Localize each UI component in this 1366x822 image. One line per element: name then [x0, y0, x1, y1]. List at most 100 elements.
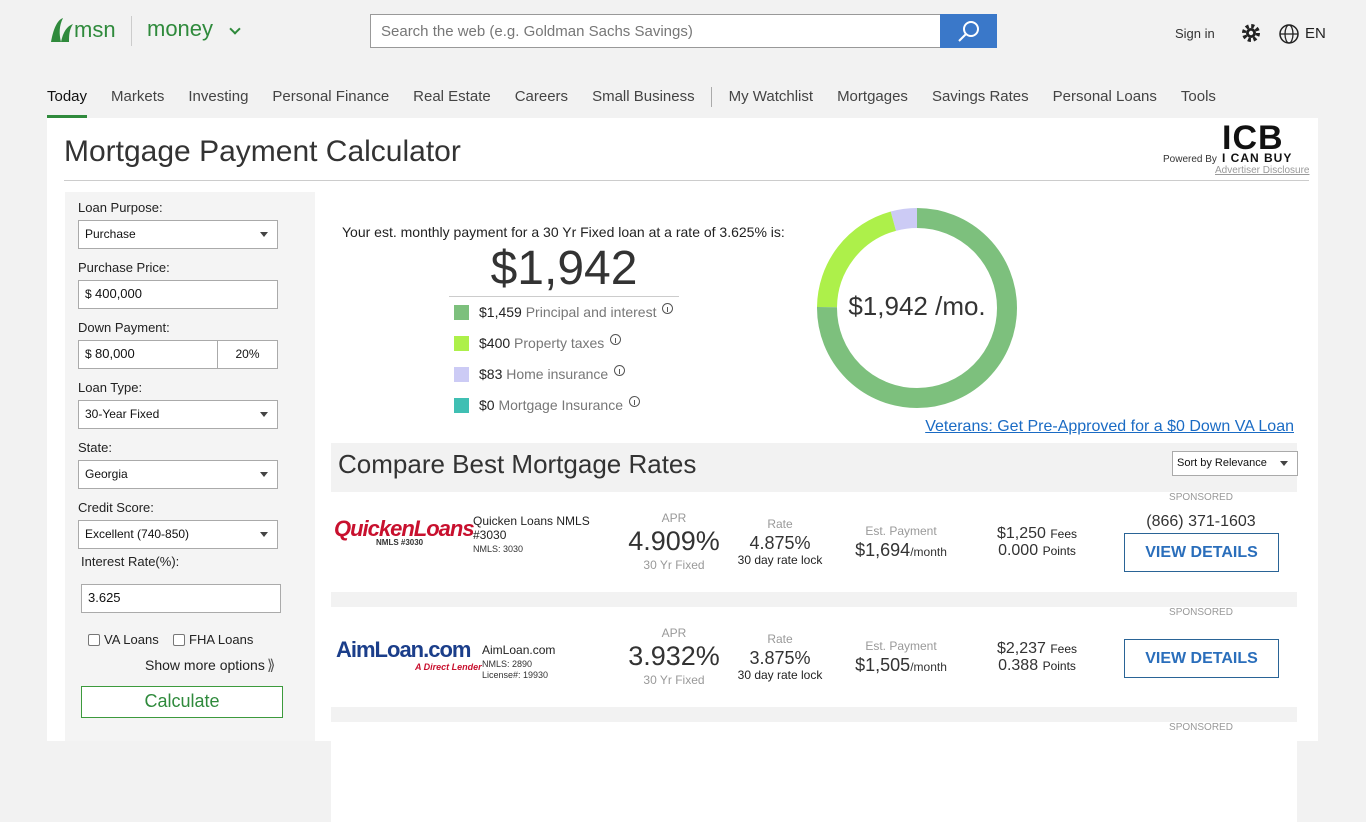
settings-icon[interactable] — [1240, 22, 1262, 49]
breakdown-row: $83 Home insurance — [479, 366, 608, 382]
sponsored-tag: SPONSORED — [1169, 722, 1233, 733]
view-details-button[interactable]: VIEW DETAILS — [1124, 533, 1279, 572]
nav-item[interactable]: Real Estate — [413, 88, 491, 105]
nav-item[interactable]: Today — [47, 87, 88, 118]
checkbox[interactable] — [173, 634, 185, 646]
lender-logo: QuickenLoans — [334, 516, 475, 541]
disclosure-link[interactable]: Advertiser Disclosure — [1215, 165, 1310, 176]
nav-item[interactable]: Careers — [514, 88, 569, 105]
payment-label: Est. Payment — [865, 639, 937, 653]
divider — [131, 16, 132, 46]
language[interactable]: EN — [1305, 25, 1326, 42]
text-input[interactable]: $400,000 — [78, 280, 278, 309]
search-box[interactable]: Search the web (e.g. Goldman Sachs Savin… — [370, 14, 941, 48]
points-row: 0.000 Points — [957, 542, 1117, 560]
nav-item[interactable]: Small Business — [592, 88, 695, 105]
nav-item[interactable]: My Watchlist — [728, 88, 814, 105]
nav-item[interactable]: Investing — [188, 88, 249, 105]
nav-item[interactable]: Mortgages — [837, 88, 908, 105]
breakdown-amount: $1,459 — [479, 304, 522, 320]
fees-row: $1,250 Fees — [957, 525, 1117, 543]
select-box[interactable]: Excellent (740-850) — [78, 520, 278, 549]
sign-in[interactable]: Sign in — [1175, 26, 1215, 41]
donut-label: $1,942 /mo. — [848, 291, 985, 321]
nav-item[interactable]: Markets — [111, 88, 165, 105]
breakdown-amount: $83 — [479, 366, 503, 382]
nav-bar: Today Markets Investing Personal Finance Rea… — [47, 87, 1216, 118]
legend-swatch — [454, 398, 469, 413]
nav-item[interactable]: Tools — [1180, 88, 1216, 105]
checkbox-label[interactable]: VA Loans — [104, 632, 159, 647]
compare-title: Compare Best Mortgage Rates — [338, 449, 697, 479]
field-value: Georgia — [85, 467, 128, 481]
rate-value: 3.875% — [749, 648, 811, 668]
checkbox-label[interactable]: FHA Loans — [189, 632, 254, 647]
lender-name: Quicken Loans NMLS #3030 — [473, 514, 590, 542]
offer-card: SPONSORED QuickenLoans NMLS #3030 Quicken L… — [331, 492, 1297, 592]
rate-value: 4.875% — [749, 533, 811, 553]
field-label: State: — [78, 440, 112, 455]
rate-label: Rate — [767, 517, 793, 531]
section-dropdown[interactable] — [229, 23, 241, 35]
apr-term: 30 Yr Fixed — [643, 673, 705, 687]
lender-detail: License#: 19930 — [482, 670, 549, 680]
field-value: Purchase — [85, 227, 136, 241]
info-icon[interactable] — [662, 303, 673, 314]
checkbox[interactable] — [88, 634, 100, 646]
points-row: 0.388 Points — [957, 657, 1117, 675]
field-value: 400,000 — [95, 286, 142, 301]
globe-icon[interactable] — [1278, 23, 1300, 50]
phone: (866) 371-1603 — [1146, 513, 1256, 530]
text-input[interactable]: $80,000 — [78, 340, 218, 369]
search-button[interactable] — [940, 14, 997, 48]
breakdown-row: $0 Mortgage Insurance — [479, 397, 623, 413]
select-box[interactable]: Purchase — [78, 220, 278, 249]
field-label: Credit Score: — [78, 500, 154, 515]
payment-value: $1,505 — [855, 655, 911, 675]
fees-value: $1,250 — [996, 525, 1046, 542]
apr-value: 3.932% — [628, 641, 720, 671]
sponsored-tag: SPONSORED — [1169, 492, 1233, 503]
legend-swatch — [454, 367, 469, 382]
legend-swatch — [454, 336, 469, 351]
nav-item[interactable]: Personal Finance — [272, 88, 390, 105]
lender-logo-sub: NMLS #3030 — [376, 538, 424, 547]
sort-value: Sort by Relevance — [1177, 457, 1267, 469]
va-link[interactable]: Veterans: Get Pre-Approved for a $0 Down… — [925, 418, 1294, 435]
points-label: Points — [1042, 659, 1076, 673]
field-label: Loan Type: — [78, 380, 143, 395]
msn-logo-icon — [47, 14, 77, 46]
sort-select[interactable]: Sort by Relevance — [1172, 451, 1298, 476]
breakdown-row: $1,459 Principal and interest — [479, 304, 656, 320]
points-value: 0.388 — [998, 657, 1039, 674]
calculate-button[interactable]: Calculate — [81, 686, 283, 718]
powered-by: Powered By — [1163, 154, 1217, 165]
info-icon[interactable] — [614, 365, 625, 376]
breakdown-amount: $400 — [479, 335, 511, 351]
select-box[interactable]: 30-Year Fixed — [78, 400, 278, 429]
points-value: 0.000 — [998, 542, 1039, 559]
lender-logo-sub: A Direct Lender — [415, 662, 482, 672]
percent-input[interactable]: 20% — [217, 340, 278, 369]
text-input[interactable]: 3.625 — [81, 584, 281, 613]
points-label: Points — [1042, 544, 1076, 558]
apr-label: APR — [661, 511, 687, 525]
more-options[interactable]: Show more options — [145, 657, 265, 673]
nav-item[interactable]: Personal Loans — [1052, 88, 1157, 105]
field-value: Excellent (740-850) — [85, 527, 190, 541]
fees-row: $2,237 Fees — [957, 640, 1117, 658]
brand-logo: ICB — [1222, 119, 1284, 157]
rate-lock: 30 day rate lock — [737, 553, 823, 567]
info-icon[interactable] — [610, 334, 621, 345]
view-details-button[interactable]: VIEW DETAILS — [1124, 639, 1279, 678]
offer-card: SPONSORED AimLoan.com A Direct Lender AimLo… — [331, 607, 1297, 707]
lender-detail: NMLS: 3030 — [473, 544, 524, 554]
breakdown-name: Property taxes — [514, 335, 605, 351]
section-name[interactable]: money — [147, 16, 214, 41]
info-icon[interactable] — [629, 396, 640, 407]
logo[interactable]: msn — [74, 17, 116, 42]
currency-prefix: $ — [85, 287, 92, 301]
nav-item[interactable]: Savings Rates — [931, 88, 1029, 105]
apr-label: APR — [661, 626, 687, 640]
select-box[interactable]: Georgia — [78, 460, 278, 489]
